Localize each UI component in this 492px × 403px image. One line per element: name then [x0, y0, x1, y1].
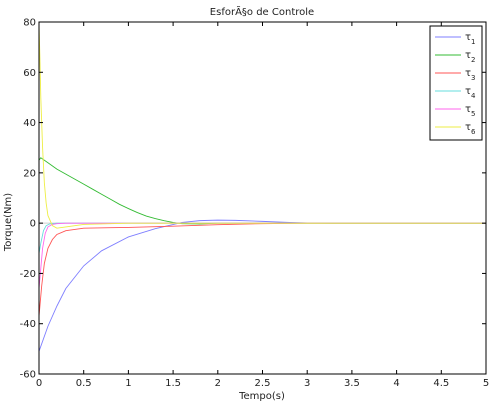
y-tick-label: -40	[20, 319, 36, 330]
y-tick-label: 20	[23, 168, 36, 179]
x-tick-label: 2.5	[255, 378, 271, 389]
x-tick-label: 0.5	[76, 378, 92, 389]
x-tick-label: 3	[304, 378, 310, 389]
x-tick-label: 0	[36, 378, 42, 389]
legend-label-tau-3: τ3	[465, 68, 476, 82]
x-tick-label: 4	[393, 378, 399, 389]
y-tick-label: 0	[30, 219, 36, 230]
chart-title: EsforÃ§o de Controle	[210, 5, 314, 18]
legend: τ1 τ2 τ3 τ4 τ5 τ6	[429, 25, 483, 141]
y-tick-label: -20	[20, 269, 36, 280]
x-tick-label: 4.5	[433, 378, 449, 389]
legend-label-tau-5: τ5	[465, 104, 476, 118]
y-axis-label: Torque(Nm)	[3, 193, 14, 252]
legend-box	[429, 25, 483, 141]
series-line-tau-1	[39, 219, 486, 352]
legend-label-tau-4: τ4	[465, 86, 476, 100]
x-tick-label: 1.5	[165, 378, 181, 389]
legend-label-tau-2: τ2	[465, 50, 476, 64]
y-tick-label: 40	[23, 118, 36, 129]
y-tick-label: -60	[20, 370, 36, 381]
series-lines	[39, 24, 486, 352]
x-tick-label: 2	[215, 378, 221, 389]
y-tick-label: 60	[23, 68, 36, 79]
x-axis-label: Tempo(s)	[238, 391, 285, 402]
x-tick-label: 1	[125, 378, 131, 389]
series-line-tau-5	[39, 222, 486, 289]
legend-label-tau-1: τ1	[465, 32, 476, 46]
x-tick-label: 3.5	[344, 378, 360, 389]
x-tick-label: 5	[483, 378, 489, 389]
series-line-tau-6	[39, 24, 486, 229]
legend-label-tau-6: τ6	[465, 122, 476, 136]
plot-area: 0 0.5 1 1.5 2 2.5 3 3.5 4 4.5 5 -60 -40 -20 0 20 40 60 80	[20, 18, 490, 390]
y-tick-label: 80	[23, 18, 36, 29]
